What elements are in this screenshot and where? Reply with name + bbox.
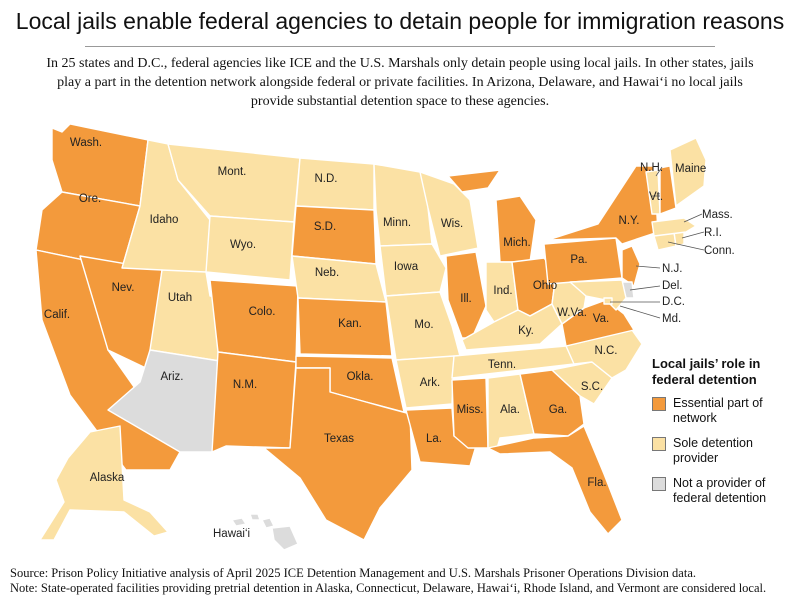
- state-label-me: Maine: [675, 163, 706, 175]
- state-co: [209, 279, 299, 363]
- state-label-pa: Pa.: [570, 254, 587, 266]
- nj-leader-line: [635, 265, 661, 269]
- state-label-ia: Iowa: [394, 261, 419, 273]
- state-label-ks: Kan.: [338, 318, 362, 330]
- state-label-ak: Alaska: [90, 472, 125, 484]
- state-label-id: Idaho: [150, 214, 179, 226]
- state-nm: [211, 351, 297, 453]
- legend-item-sole: Sole detention provider: [652, 436, 797, 466]
- state-label-ar: Ark.: [420, 377, 440, 389]
- legend-item-none: Not a provider of federal detention: [652, 476, 797, 506]
- state-ks: [297, 297, 393, 357]
- state-label-ga: Ga.: [549, 404, 568, 416]
- state-label-ok: Okla.: [347, 371, 374, 383]
- state-label-hi: Hawai‘i: [213, 528, 250, 540]
- state-label-wv: W.Va.: [557, 307, 587, 319]
- state-label-nj: N.J.: [662, 263, 682, 275]
- title-divider: [85, 46, 715, 47]
- state-ak: [39, 425, 169, 541]
- state-ms: [451, 377, 489, 449]
- state-label-fl: Fla.: [587, 477, 606, 489]
- state-label-ma: Mass.: [702, 209, 733, 221]
- legend-swatch-essential: [652, 397, 666, 411]
- state-label-ne: Neb.: [315, 267, 339, 279]
- legend-swatch-none: [652, 477, 666, 491]
- source-note: Source: Prison Policy Initiative analysi…: [10, 566, 697, 580]
- nh-leader-line: [655, 166, 663, 177]
- state-label-nv: Nev.: [112, 282, 135, 294]
- state-hi: [231, 513, 299, 551]
- state-label-wy: Wyo.: [230, 239, 256, 251]
- state-label-az: Ariz.: [161, 371, 184, 383]
- state-label-wi: Wis.: [441, 218, 463, 230]
- state-dc: [603, 297, 613, 305]
- footnote: Note: State-operated facilities providin…: [10, 581, 767, 595]
- de-leader-line: [629, 285, 661, 291]
- state-nh: [659, 165, 677, 215]
- state-label-ct: Conn.: [704, 245, 735, 257]
- state-label-sd: S.D.: [314, 221, 336, 233]
- state-label-nc: N.C.: [595, 345, 618, 357]
- legend-label-sole: Sole detention provider: [673, 436, 753, 465]
- state-label-de: Del.: [662, 280, 682, 292]
- legend-label-none: Not a provider of federal detention: [673, 476, 767, 505]
- state-label-tx: Texas: [324, 433, 354, 445]
- state-ma: [651, 217, 697, 237]
- state-me: [669, 137, 707, 207]
- state-label-vt: Vt.: [649, 191, 663, 203]
- state-ny: [547, 165, 659, 245]
- state-label-in: Ind.: [493, 285, 512, 297]
- legend: Local jails’ role in federal detention E…: [652, 356, 797, 516]
- footer: Source: Prison Policy Initiative analysi…: [10, 566, 800, 596]
- state-label-co: Colo.: [249, 306, 276, 318]
- state-wi: [419, 171, 479, 257]
- state-label-dc: D.C.: [662, 296, 685, 308]
- state-label-al: Ala.: [500, 404, 520, 416]
- ri-leader-line: [681, 231, 705, 239]
- state-label-va: Va.: [593, 313, 609, 325]
- state-label-il: Ill.: [460, 293, 472, 305]
- state-ar: [395, 355, 455, 409]
- state-sd: [291, 205, 377, 265]
- legend-title: Local jails’ role in federal detention: [652, 356, 761, 387]
- state-label-wa: Wash.: [70, 137, 102, 149]
- ma-leader-line: [683, 213, 703, 223]
- legend-item-essential: Essential part of network: [652, 396, 797, 426]
- state-label-ky: Ky.: [518, 325, 534, 337]
- state-label-nh: N.H.: [640, 162, 663, 174]
- state-label-mi: Mich.: [503, 237, 530, 249]
- state-fl: [487, 425, 623, 535]
- legend-label-essential: Essential part of network: [673, 396, 763, 425]
- state-label-mn: Minn.: [383, 217, 411, 229]
- state-label-tn: Tenn.: [488, 359, 516, 371]
- state-label-or: Ore.: [79, 193, 101, 205]
- state-label-sc: S.C.: [581, 381, 603, 393]
- ct-leader-line: [667, 241, 705, 251]
- map-subtitle: In 25 states and D.C., federal agencies …: [46, 56, 754, 109]
- state-label-ca: Calif.: [44, 309, 70, 321]
- state-label-nm: N.M.: [233, 379, 257, 391]
- state-wy: [205, 215, 295, 281]
- state-tx: [263, 367, 413, 541]
- state-ia: [379, 243, 447, 297]
- state-label-ny: N.Y.: [619, 215, 640, 227]
- map-title: Local jails enable federal agencies to d…: [15, 8, 785, 34]
- state-mo: [385, 291, 461, 361]
- state-nj: [621, 245, 641, 287]
- legend-swatch-sole: [652, 437, 666, 451]
- state-label-la: La.: [426, 433, 442, 445]
- md-leader-line: [619, 305, 661, 319]
- state-label-mt: Mont.: [218, 166, 247, 178]
- state-label-oh: Ohio: [533, 280, 557, 292]
- state-label-ut: Utah: [168, 292, 192, 304]
- state-label-md: Md.: [662, 313, 681, 325]
- state-label-nd: N.D.: [315, 173, 338, 185]
- state-label-ri: R.I.: [704, 227, 722, 239]
- state-label-ms: Miss.: [457, 404, 484, 416]
- state-label-mo: Mo.: [414, 319, 433, 331]
